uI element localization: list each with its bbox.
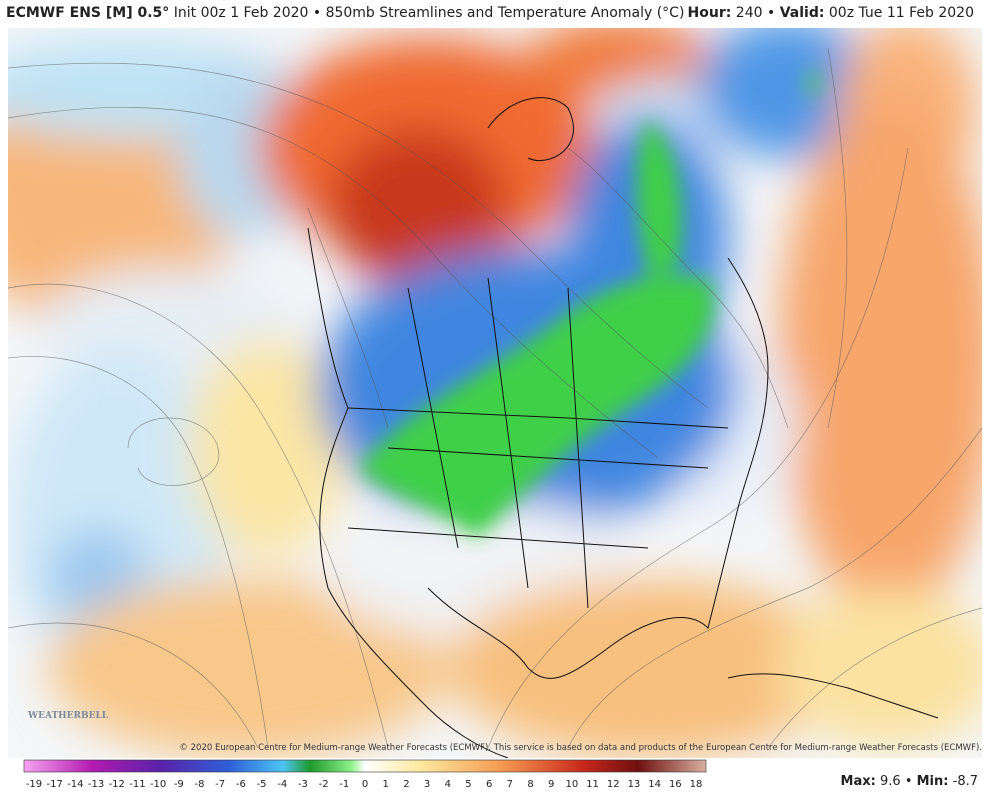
- colorbar-label: -17: [47, 779, 63, 790]
- colorbar-label: 7: [507, 779, 513, 790]
- stats: Max: 9.6 • Min: -8.7: [841, 774, 978, 789]
- colorbar-label: -4: [277, 779, 287, 790]
- colorbar-label: -14: [67, 779, 83, 790]
- colorbar-label: -10: [150, 779, 166, 790]
- model: ECMWF ENS [M] 0.5°: [6, 5, 170, 21]
- colorbar-label: -19: [26, 779, 42, 790]
- header-right: Hour: 240 • Valid: 00z Tue 11 Feb 2020: [688, 5, 974, 21]
- hour: 240: [735, 5, 763, 21]
- colorbar-label: -6: [236, 779, 246, 790]
- colorbar-label: 16: [669, 779, 682, 790]
- colorbar-label: 14: [648, 779, 661, 790]
- colorbar-label: -9: [174, 779, 184, 790]
- colorbar-label: 0: [362, 779, 368, 790]
- colorbar-label: -8: [195, 779, 205, 790]
- min: -8.7: [952, 774, 978, 789]
- title: Init 00z 1 Feb 2020 • 850mb Streamlines …: [173, 5, 685, 21]
- colorbar-label: -3: [298, 779, 308, 790]
- separator: •: [766, 5, 776, 21]
- colorbar-label: 5: [465, 779, 471, 790]
- colorbar-label: 10: [566, 779, 579, 790]
- max-label: Max:: [840, 774, 876, 789]
- valid: 00z Tue 11 Feb 2020: [828, 5, 974, 21]
- colorbar-label: 12: [607, 779, 620, 790]
- colorbar-label: -1: [339, 779, 349, 790]
- colorbar-label: 6: [486, 779, 492, 790]
- colorbar-label: 13: [628, 779, 641, 790]
- streamlines: [8, 47, 982, 749]
- colorbar-label: -13: [88, 779, 104, 790]
- colorbar-label: 2: [403, 779, 409, 790]
- colorbar-label: 11: [586, 779, 599, 790]
- min-label: Min:: [916, 774, 949, 789]
- colorbar-label: -2: [319, 779, 329, 790]
- colorbar-label: 1: [383, 779, 389, 790]
- max: 9.6: [879, 774, 901, 789]
- colorbar-label: 9: [548, 779, 554, 790]
- colorbar-label: 8: [527, 779, 533, 790]
- map: © 2020 European Centre for Medium-range …: [8, 28, 982, 758]
- colorbar-label: 4: [445, 779, 451, 790]
- separator: •: [904, 774, 913, 789]
- colorbar-label: 18: [690, 779, 703, 790]
- logo: WEATHERBELL: [27, 711, 109, 721]
- colorbar: -19 -17 -14 -13 -12 -11 -10 -9 -8 -7 -6 -5 -4 -3 -2 -1 0…: [23, 759, 707, 790]
- copyright: © 2020 European Centre for Medium-range …: [179, 743, 982, 753]
- colorbar-label: 3: [424, 779, 430, 790]
- colorbar-label: -11: [129, 779, 145, 790]
- valid-label: Valid:: [779, 5, 825, 21]
- cold-anomaly: [358, 68, 823, 538]
- header-left: ECMWF ENS [M] 0.5° Init 00z 1 Feb 2020 •…: [6, 5, 684, 21]
- colorbar-label: -5: [257, 779, 267, 790]
- hour-label: Hour:: [687, 5, 732, 21]
- coastlines: [307, 97, 939, 758]
- colorbar-label: -7: [215, 779, 225, 790]
- colorbar-label: -12: [109, 779, 125, 790]
- colorbar-scale: [23, 759, 707, 773]
